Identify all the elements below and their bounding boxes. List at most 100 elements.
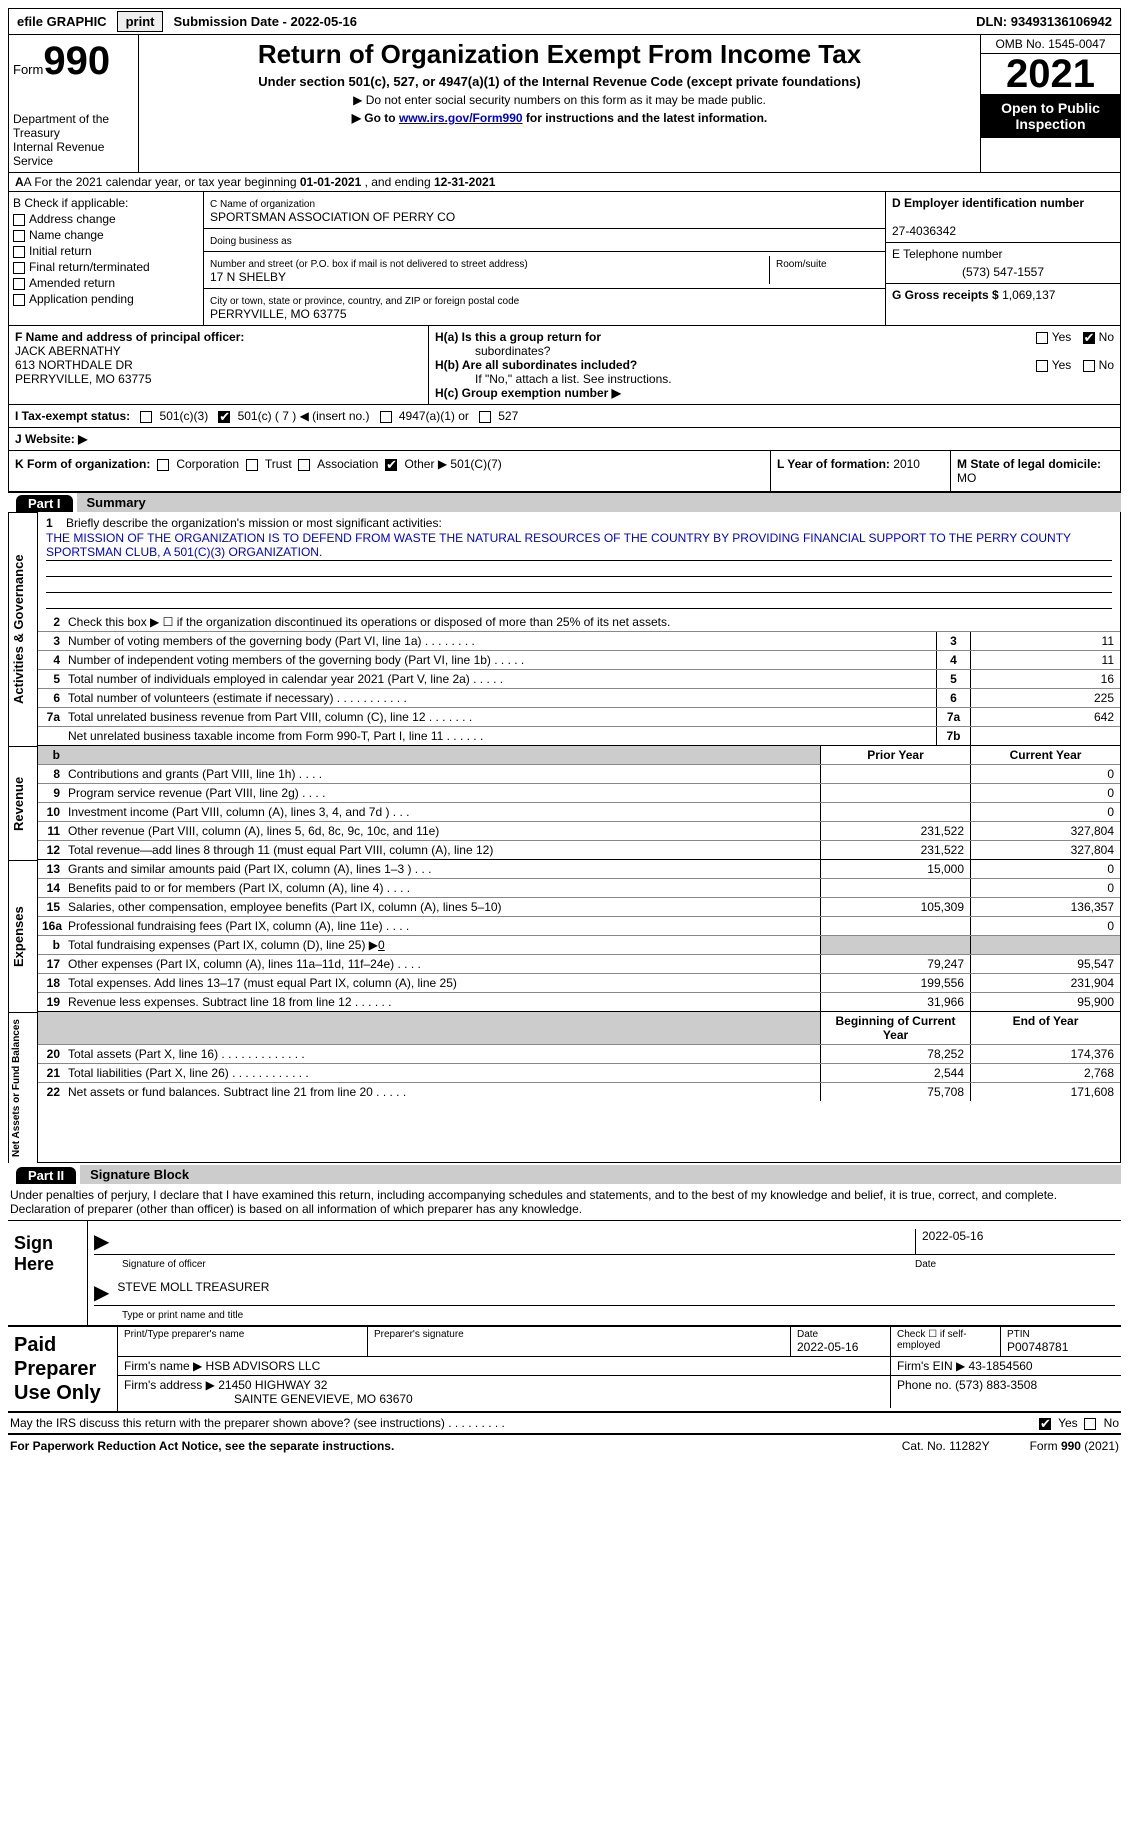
chk-trust[interactable] [246, 459, 258, 471]
l11-py: 231,522 [820, 822, 970, 840]
state-domicile-value: MO [957, 471, 976, 485]
year-formation-label: L Year of formation: [777, 457, 890, 471]
irs-link[interactable]: www.irs.gov/Form990 [399, 111, 523, 125]
l11-cy: 327,804 [970, 822, 1120, 840]
cat-no: Cat. No. 11282Y [902, 1439, 990, 1453]
block-fh: F Name and address of principal officer:… [8, 326, 1121, 405]
ha-yes-box[interactable] [1036, 332, 1048, 344]
sig-date: 2022-05-16 [915, 1229, 1115, 1254]
chk-address-change[interactable]: Address change [13, 212, 199, 226]
l8-text: Contributions and grants (Part VIII, lin… [64, 765, 820, 783]
l16b-text: Total fundraising expenses (Part IX, col… [64, 936, 820, 954]
officer-name-title: STEVE MOLL TREASURER [117, 1280, 1115, 1305]
room-label: Room/suite [776, 259, 827, 270]
top-bar: efile GRAPHIC print Submission Date - 20… [8, 8, 1121, 35]
part1-wrap: Activities & Governance 1Briefly describ… [8, 512, 1121, 746]
other-value: 501(C)(7) [450, 457, 501, 471]
chk-4947[interactable] [380, 411, 392, 423]
col-b-checkboxes: B Check if applicable: Address change Na… [9, 192, 204, 325]
footer: For Paperwork Reduction Act Notice, see … [8, 1435, 1121, 1457]
name-title-label: Type or print name and title [94, 1310, 1115, 1321]
firm-name: HSB ADVISORS LLC [206, 1359, 321, 1373]
l16a-cy: 0 [970, 917, 1120, 935]
chk-name-change[interactable]: Name change [13, 228, 199, 242]
discuss-no-box[interactable] [1084, 1418, 1096, 1430]
part1-tab: Part I [16, 495, 73, 512]
discuss-yes-box[interactable] [1039, 1418, 1051, 1430]
l12-cy: 327,804 [970, 841, 1120, 859]
part1-netassets: Net Assets or Fund Balances Beginning of… [8, 1012, 1121, 1163]
chk-initial-return[interactable]: Initial return [13, 244, 199, 258]
dept-treasury: Department of the Treasury [13, 112, 134, 140]
l21-py: 2,544 [820, 1064, 970, 1082]
l7b-text: Net unrelated business taxable income fr… [64, 727, 936, 745]
officer-addr2: PERRYVILLE, MO 63775 [15, 372, 152, 386]
prep-name-label: Print/Type preparer's name [124, 1329, 361, 1340]
goto-post: for instructions and the latest informat… [523, 111, 768, 125]
l18-py: 199,556 [820, 974, 970, 992]
l20-cy: 174,376 [970, 1045, 1120, 1063]
chk-amended-return[interactable]: Amended return [13, 276, 199, 290]
l13-cy: 0 [970, 860, 1120, 878]
row-a-tax-year: AA For the 2021 calendar year, or tax ye… [8, 172, 1121, 192]
hb-yes-box[interactable] [1036, 360, 1048, 372]
l9-cy: 0 [970, 784, 1120, 802]
prep-date: 2022-05-16 [797, 1340, 858, 1354]
tax-year: 2021 [981, 54, 1120, 94]
col-h-group: H(a) Is this a group return for Yes No s… [429, 326, 1120, 404]
officer-label: F Name and address of principal officer: [15, 330, 244, 344]
col-c-org-info: C Name of organization SPORTSMAN ASSOCIA… [204, 192, 885, 325]
addr-value: 17 N SHELBY [210, 270, 286, 284]
l22-text: Net assets or fund balances. Subtract li… [64, 1083, 820, 1101]
city-label: City or town, state or province, country… [210, 296, 519, 307]
tel-label: E Telephone number [892, 247, 1003, 261]
chk-application-pending[interactable]: Application pending [13, 292, 199, 306]
col-f-officer: F Name and address of principal officer:… [9, 326, 429, 404]
tel-value: (573) 547-1557 [892, 265, 1114, 279]
hb-no-box[interactable] [1083, 360, 1095, 372]
chk-501c3[interactable] [140, 411, 152, 423]
l19-text: Revenue less expenses. Subtract line 18 … [64, 993, 820, 1011]
ein-value: 27-4036342 [892, 224, 956, 238]
l20-text: Total assets (Part X, line 16) . . . . .… [64, 1045, 820, 1063]
chk-assoc[interactable] [298, 459, 310, 471]
hb-note: If "No," attach a list. See instructions… [475, 372, 672, 386]
chk-other[interactable] [385, 459, 397, 471]
side-revenue: Revenue [8, 746, 38, 860]
print-button[interactable]: print [117, 11, 164, 32]
ptin-label: PTIN [1007, 1329, 1115, 1340]
ha-no-box[interactable] [1083, 332, 1095, 344]
ein-label: D Employer identification number [892, 196, 1084, 210]
eoy-hdr: End of Year [970, 1012, 1120, 1044]
chk-501c[interactable] [218, 411, 230, 423]
dln-label: DLN: [976, 14, 1007, 29]
prep-sig-label: Preparer's signature [374, 1329, 784, 1340]
l16a-py [820, 917, 970, 935]
dln: DLN: 93493136106942 [968, 12, 1120, 31]
gross-value: 1,069,137 [1002, 288, 1055, 302]
l21-text: Total liabilities (Part X, line 26) . . … [64, 1064, 820, 1082]
chk-corp[interactable] [157, 459, 169, 471]
ssn-note: ▶ Do not enter social security numbers o… [143, 93, 976, 107]
block-bcd: B Check if applicable: Address change Na… [8, 192, 1121, 326]
phone-value: (573) 883-3508 [955, 1378, 1037, 1392]
l17-text: Other expenses (Part IX, column (A), lin… [64, 955, 820, 973]
sig-arrow-icon2: ▶ [94, 1280, 109, 1305]
org-name-label: C Name of organization [210, 199, 315, 210]
org-name: SPORTSMAN ASSOCIATION OF PERRY CO [210, 210, 455, 224]
part2-title: Signature Block [80, 1165, 1121, 1184]
prep-date-label: Date [797, 1329, 884, 1340]
hb-yesno: Yes No [1036, 358, 1114, 372]
l4-val: 11 [970, 651, 1120, 669]
subdate-value: 2022-05-16 [291, 14, 358, 29]
l21-cy: 2,768 [970, 1064, 1120, 1082]
l7b-val [970, 727, 1120, 745]
goto-link-row: ▶ Go to www.irs.gov/Form990 for instruct… [143, 111, 976, 125]
row-j-website: J Website: ▶ [8, 428, 1121, 451]
l17-py: 79,247 [820, 955, 970, 973]
l18-text: Total expenses. Add lines 13–17 (must eq… [64, 974, 820, 992]
l2-text: Check this box ▶ ☐ if the organization d… [64, 613, 1120, 631]
chk-527[interactable] [479, 411, 491, 423]
efile-label: efile GRAPHIC [9, 12, 115, 31]
chk-final-return[interactable]: Final return/terminated [13, 260, 199, 274]
